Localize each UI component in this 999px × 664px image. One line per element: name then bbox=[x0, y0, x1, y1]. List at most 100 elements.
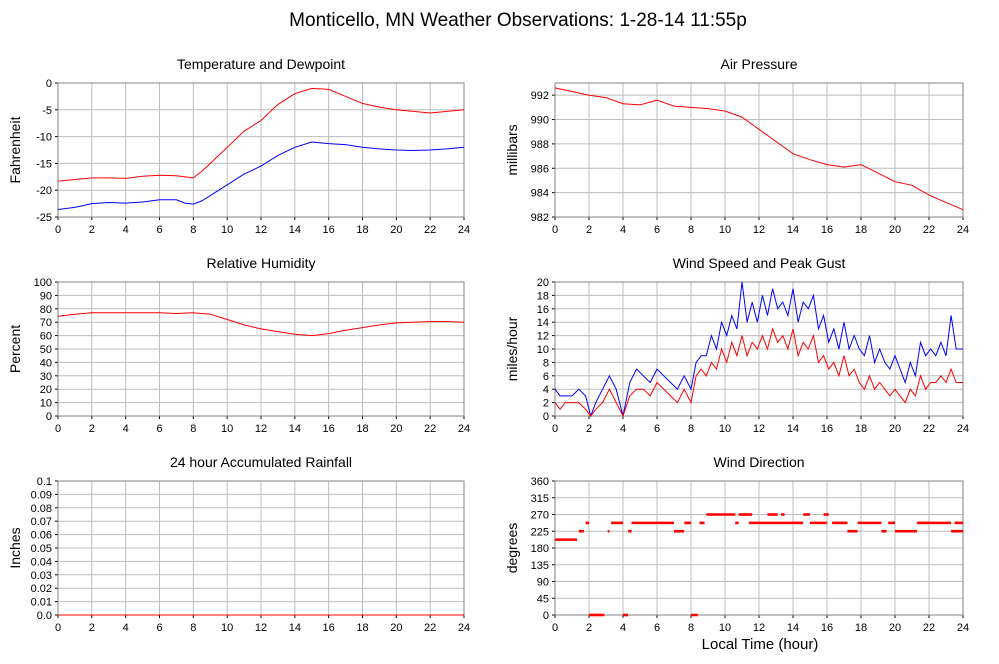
x-tick-label: 6 bbox=[654, 224, 660, 236]
y-tick-label: 8 bbox=[543, 357, 549, 369]
y-tick-label: 0 bbox=[543, 610, 549, 622]
y-tick-label: 315 bbox=[531, 493, 549, 505]
y-tick-label: 12 bbox=[537, 331, 549, 343]
x-tick-label: 22 bbox=[923, 224, 935, 236]
series-line-0 bbox=[57, 87, 465, 182]
x-tick-label: 16 bbox=[323, 224, 335, 236]
y-tick-label: 0 bbox=[46, 411, 52, 423]
x-tick-label: 8 bbox=[688, 423, 694, 435]
x-tick-label: 24 bbox=[458, 622, 470, 634]
x-tick-label: 10 bbox=[719, 622, 731, 634]
x-tick-label: 20 bbox=[390, 622, 402, 634]
y-tick-label: -15 bbox=[36, 158, 52, 170]
x-tick-label: 16 bbox=[821, 622, 833, 634]
x-tick-label: 2 bbox=[586, 622, 592, 634]
x-tick-label: 14 bbox=[787, 622, 799, 634]
y-tick-label: 225 bbox=[531, 526, 549, 538]
y-axis-label: miles/hour bbox=[504, 316, 520, 381]
y-tick-label: 0.04 bbox=[31, 556, 52, 568]
x-tick-label: 20 bbox=[390, 423, 402, 435]
x-tick-label: 12 bbox=[753, 622, 765, 634]
y-tick-label: -10 bbox=[36, 132, 52, 144]
x-tick-label: 6 bbox=[156, 423, 162, 435]
x-tick-label: 22 bbox=[424, 224, 436, 236]
x-tick-label: 20 bbox=[390, 224, 402, 236]
y-axis-label: Fahrenheit bbox=[7, 116, 23, 183]
x-tick-label: 0 bbox=[552, 224, 558, 236]
chart-title: Wind Direction bbox=[713, 454, 804, 470]
series-line-0 bbox=[57, 312, 465, 337]
y-tick-label: 0.01 bbox=[31, 597, 52, 609]
x-tick-label: 18 bbox=[855, 224, 867, 236]
y-tick-label: 0.1 bbox=[37, 476, 52, 488]
x-tick-label: 22 bbox=[424, 423, 436, 435]
x-tick-label: 20 bbox=[889, 622, 901, 634]
y-axis-label: degrees bbox=[504, 523, 520, 574]
y-tick-label: -25 bbox=[36, 212, 52, 224]
chart-title: Temperature and Dewpoint bbox=[177, 56, 345, 72]
plot-border bbox=[554, 82, 964, 218]
series-line-0 bbox=[554, 87, 964, 211]
x-tick-label: 8 bbox=[190, 423, 196, 435]
y-tick-label: 14 bbox=[537, 317, 549, 329]
y-tick-label: 135 bbox=[531, 560, 549, 572]
y-tick-label: 60 bbox=[40, 331, 52, 343]
x-tick-label: 12 bbox=[753, 224, 765, 236]
x-tick-label: 16 bbox=[821, 423, 833, 435]
x-tick-label: 14 bbox=[289, 224, 301, 236]
y-tick-label: 0.06 bbox=[31, 530, 52, 542]
x-tick-label: 16 bbox=[323, 622, 335, 634]
y-tick-label: 90 bbox=[40, 290, 52, 302]
y-tick-label: 16 bbox=[537, 304, 549, 316]
x-tick-label: 0 bbox=[552, 622, 558, 634]
y-tick-label: 50 bbox=[40, 344, 52, 356]
x-tick-label: 18 bbox=[855, 622, 867, 634]
y-tick-label: 0.07 bbox=[31, 516, 52, 528]
x-tick-label: 18 bbox=[356, 423, 368, 435]
x-tick-label: 12 bbox=[753, 423, 765, 435]
x-tick-label: 4 bbox=[123, 224, 129, 236]
y-tick-label: 982 bbox=[531, 212, 549, 224]
x-tick-label: 14 bbox=[289, 622, 301, 634]
y-tick-label: 40 bbox=[40, 357, 52, 369]
plot-border bbox=[57, 82, 465, 218]
x-axis-label: Local Time (hour) bbox=[702, 636, 819, 653]
y-tick-label: 2 bbox=[543, 398, 549, 410]
y-tick-label: 20 bbox=[40, 384, 52, 396]
y-tick-label: 30 bbox=[40, 371, 52, 383]
x-tick-label: 4 bbox=[620, 224, 626, 236]
y-tick-label: 270 bbox=[531, 510, 549, 522]
chart-title: Wind Speed and Peak Gust bbox=[673, 255, 846, 271]
y-tick-label: 0.05 bbox=[31, 543, 52, 555]
y-tick-label: 20 bbox=[537, 277, 549, 289]
x-tick-label: 24 bbox=[957, 622, 969, 634]
y-tick-label: 180 bbox=[531, 543, 549, 555]
x-tick-label: 8 bbox=[190, 622, 196, 634]
y-tick-label: 0 bbox=[543, 411, 549, 423]
x-tick-label: 14 bbox=[787, 423, 799, 435]
x-tick-label: 6 bbox=[654, 423, 660, 435]
x-tick-label: 10 bbox=[221, 224, 233, 236]
y-tick-label: 100 bbox=[34, 277, 52, 289]
x-tick-label: 2 bbox=[586, 423, 592, 435]
x-tick-label: 4 bbox=[123, 622, 129, 634]
x-tick-label: 8 bbox=[688, 224, 694, 236]
y-tick-label: 6 bbox=[543, 371, 549, 383]
y-tick-label: 0.02 bbox=[31, 583, 52, 595]
y-tick-label: 984 bbox=[531, 188, 549, 200]
x-tick-label: 10 bbox=[719, 423, 731, 435]
x-tick-label: 6 bbox=[654, 622, 660, 634]
x-tick-label: 4 bbox=[620, 423, 626, 435]
y-tick-label: 0.03 bbox=[31, 570, 52, 582]
x-tick-label: 4 bbox=[620, 622, 626, 634]
y-tick-label: 0.0 bbox=[37, 610, 52, 622]
chart-title: Relative Humidity bbox=[207, 255, 316, 271]
x-tick-label: 2 bbox=[89, 423, 95, 435]
x-tick-label: 0 bbox=[552, 423, 558, 435]
